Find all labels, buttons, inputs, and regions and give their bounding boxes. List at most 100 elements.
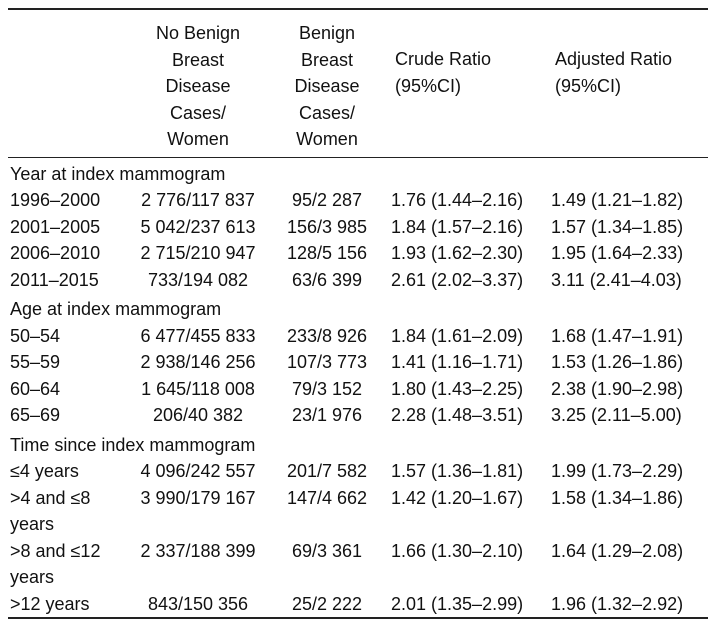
cell: 25/2 222 bbox=[291, 593, 363, 614]
column-header: Benign Breast Disease Cases/Women bbox=[271, 9, 383, 157]
cell: 1.68 (1.47–1.91) bbox=[551, 325, 684, 346]
data-row: 55–59 2 938/146 256 107/3 773 1.41 (1.16–1.… bbox=[8, 349, 708, 376]
data-row: >8 and ≤12 years 2 337/188 399 69/3 361 1.6… bbox=[8, 538, 708, 591]
row-label: 60–64 bbox=[10, 378, 61, 399]
row-label: 2001–2005 bbox=[10, 216, 101, 237]
header-line: Breast bbox=[300, 49, 354, 70]
data-row: 2001–2005 5 042/237 613 156/3 985 1.84 (1.5… bbox=[8, 214, 708, 241]
data-row: 2006–2010 2 715/210 947 128/5 156 1.93 (1.6… bbox=[8, 240, 708, 267]
cell: 1.57 (1.34–1.85) bbox=[551, 216, 684, 237]
cell: 1.84 (1.61–2.09) bbox=[391, 325, 524, 346]
header-line: Cases/ bbox=[169, 102, 227, 123]
cell: 1.84 (1.57–2.16) bbox=[391, 216, 524, 237]
section-title: Age at index mammogram bbox=[10, 299, 222, 319]
header-line: Women bbox=[167, 129, 229, 149]
table-head: No Benign Breast Disease Cases/Women Benign B… bbox=[8, 9, 708, 157]
cell: 201/7 582 bbox=[286, 461, 368, 481]
header-line: (95%CI) bbox=[395, 75, 462, 96]
row-label: 65–69 bbox=[10, 405, 61, 425]
data-row: >4 and ≤8 years 3 990/179 167 147/4 662 1.4… bbox=[8, 485, 708, 538]
row-label: 50–54 bbox=[10, 325, 61, 346]
row-label: 55–59 bbox=[10, 352, 61, 372]
section-row: Time since index mammogram bbox=[8, 429, 708, 459]
column-header bbox=[8, 9, 125, 157]
row-label: 2006–2010 bbox=[10, 243, 101, 263]
cell: 23/1 976 bbox=[291, 405, 363, 425]
cell: 1.96 (1.32–2.92) bbox=[551, 593, 684, 614]
cell: 2.01 (1.35–2.99) bbox=[391, 593, 524, 614]
cell: 4 096/242 557 bbox=[140, 461, 256, 481]
cell: 1.95 (1.64–2.33) bbox=[551, 243, 684, 263]
header-line: Cases/ bbox=[298, 102, 356, 123]
data-row: 50–54 6 477/455 833 233/8 926 1.84 (1.61–2.… bbox=[8, 323, 708, 350]
cell: 128/5 156 bbox=[286, 243, 368, 263]
column-header: Crude Ratio (95%CI) bbox=[383, 9, 543, 157]
cell: 1.99 (1.73–2.29) bbox=[551, 461, 684, 481]
cell: 1.66 (1.30–2.10) bbox=[391, 540, 524, 561]
cell: 79/3 152 bbox=[291, 378, 363, 399]
cell: 63/6 399 bbox=[291, 269, 363, 290]
cell: 2 776/117 837 bbox=[141, 190, 255, 210]
row-label: 2011–2015 bbox=[10, 269, 99, 290]
data-table: No Benign Breast Disease Cases/Women Benign B… bbox=[8, 8, 708, 619]
data-row: 2011–2015 733/194 082 63/6 399 2.61 (2.02–3… bbox=[8, 267, 708, 294]
cell: 206/40 382 bbox=[152, 405, 244, 425]
header-line: Adjusted Ratio bbox=[555, 49, 673, 69]
header-line: (95%CI) bbox=[555, 75, 622, 96]
cell: 1.42 (1.20–1.67) bbox=[391, 487, 524, 508]
cell: 1.93 (1.62–2.30) bbox=[391, 243, 524, 263]
cell: 6 477/455 833 bbox=[140, 325, 256, 346]
row-label: >8 and ≤12 years bbox=[10, 540, 101, 588]
row-label: >12 years bbox=[10, 593, 90, 614]
column-header: No Benign Breast Disease Cases/Women bbox=[125, 9, 271, 157]
cell: 69/3 361 bbox=[291, 540, 363, 561]
table-body: Year at index mammogram 1996–2000 2 776/11… bbox=[8, 157, 708, 618]
cell: 1.58 (1.34–1.86) bbox=[551, 487, 684, 508]
section-row: Age at index mammogram bbox=[8, 293, 708, 323]
cell: 1.57 (1.36–1.81) bbox=[391, 461, 524, 481]
cell: 2.38 (1.90–2.98) bbox=[551, 378, 684, 399]
cell: 2 938/146 256 bbox=[140, 352, 256, 372]
cell: 107/3 773 bbox=[286, 352, 368, 372]
cell: 2.61 (2.02–3.37) bbox=[391, 269, 524, 290]
cell: 3.25 (2.11–5.00) bbox=[551, 405, 682, 425]
header-line: Benign bbox=[298, 23, 356, 43]
cell: 233/8 926 bbox=[286, 325, 368, 346]
row-label: >4 and ≤8 years bbox=[10, 487, 91, 535]
header-line: No Benign bbox=[155, 23, 241, 43]
cell: 843/150 356 bbox=[147, 593, 249, 614]
cell: 2.28 (1.48–3.51) bbox=[391, 405, 524, 425]
row-label: ≤4 years bbox=[10, 461, 79, 481]
cell: 1.41 (1.16–1.71) bbox=[391, 352, 524, 372]
header-line: Disease bbox=[294, 76, 360, 96]
cell: 2 337/188 399 bbox=[140, 540, 256, 561]
cell: 1.80 (1.43–2.25) bbox=[391, 378, 524, 399]
section-title: Year at index mammogram bbox=[10, 163, 226, 184]
data-row: 60–64 1 645/118 008 79/3 152 1.80 (1.43–2.2… bbox=[8, 376, 708, 403]
cell: 1.76 (1.44–2.16) bbox=[391, 190, 524, 210]
section-title: Time since index mammogram bbox=[10, 434, 256, 455]
row-label: 1996–2000 bbox=[10, 190, 101, 210]
cell: 3.11 (2.41–4.03) bbox=[551, 269, 682, 290]
header-line: Disease bbox=[165, 76, 231, 96]
section-row: Year at index mammogram bbox=[8, 157, 708, 187]
header-line: Crude Ratio bbox=[395, 49, 492, 69]
header-line: Women bbox=[296, 129, 358, 149]
cell: 1.64 (1.29–2.08) bbox=[551, 540, 684, 561]
cell: 156/3 985 bbox=[286, 216, 368, 237]
data-row: ≤4 years 4 096/242 557 201/7 582 1.57 (1.36… bbox=[8, 458, 708, 485]
cell: 2 715/210 947 bbox=[140, 243, 256, 263]
cell: 1 645/118 008 bbox=[141, 378, 255, 399]
column-header: Adjusted Ratio (95%CI) bbox=[543, 9, 708, 157]
cell: 3 990/179 167 bbox=[140, 487, 256, 508]
cell: 95/2 287 bbox=[291, 190, 363, 210]
data-row: >12 years 843/150 356 25/2 222 2.01 (1.35–2… bbox=[8, 591, 708, 618]
cell: 733/194 082 bbox=[147, 269, 249, 290]
cell: 147/4 662 bbox=[286, 487, 368, 508]
header-row: No Benign Breast Disease Cases/Women Benign B… bbox=[8, 9, 708, 157]
cell: 5 042/237 613 bbox=[140, 216, 256, 237]
data-row: 65–69 206/40 382 23/1 976 2.28 (1.48–3.51) 3… bbox=[8, 402, 708, 429]
data-row: 1996–2000 2 776/117 837 95/2 287 1.76 (1.44… bbox=[8, 187, 708, 214]
